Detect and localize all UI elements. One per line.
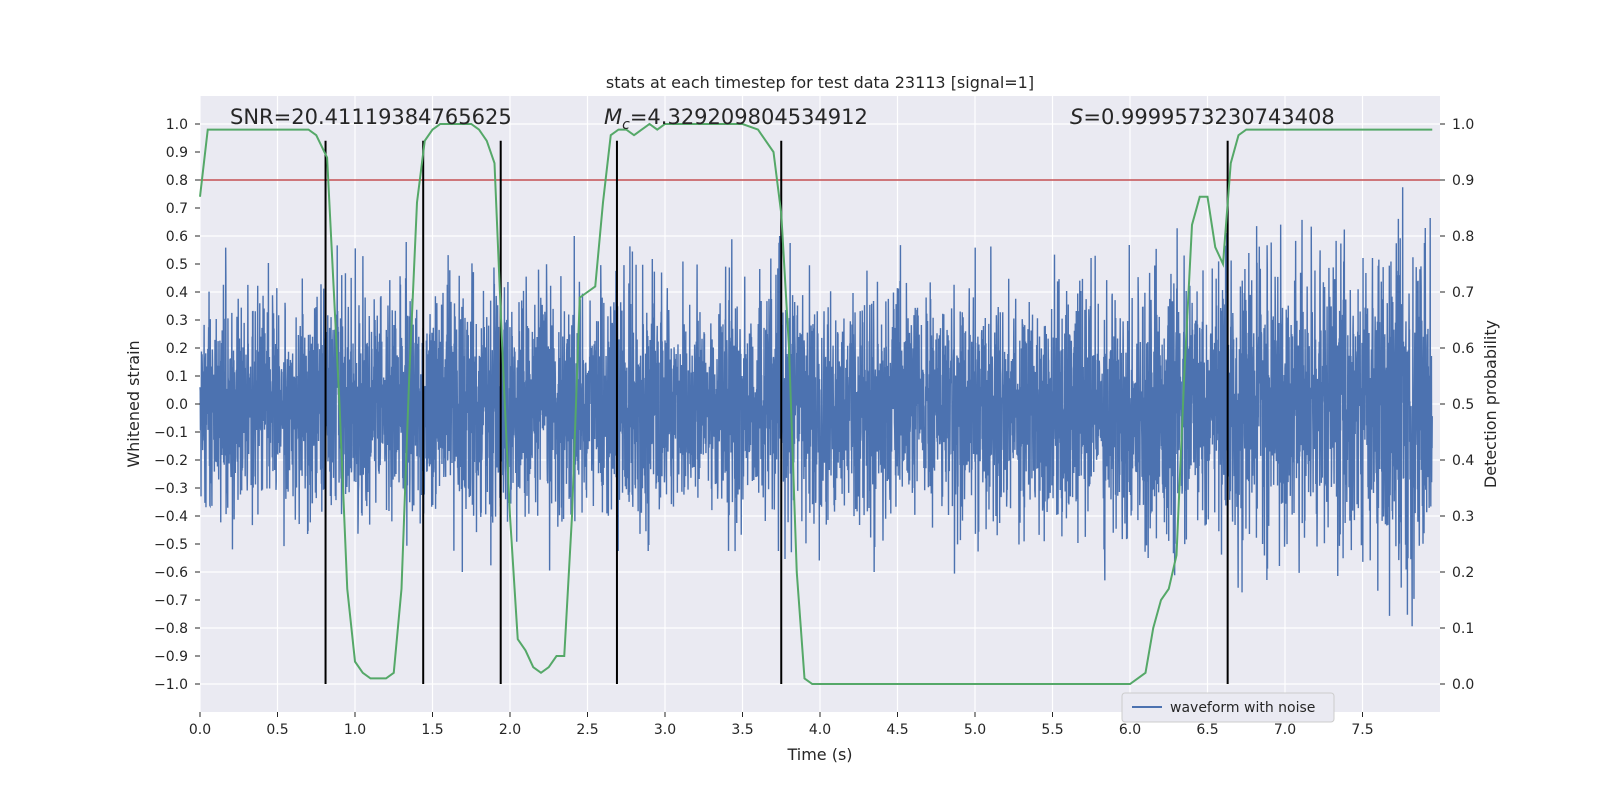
y-tick-label: 0.7 (166, 201, 188, 217)
y2-tick-label: 0.5 (1452, 397, 1474, 413)
y-tick-label: −1.0 (154, 677, 188, 693)
y-axis-label: Whitened strain (124, 340, 143, 467)
x-tick-label: 0.0 (189, 722, 211, 738)
y-tick-label: 0.4 (166, 285, 188, 301)
y-tick-label: −0.3 (154, 481, 188, 497)
detection-probability-series (199, 122, 1433, 685)
x-tick-label: 1.5 (421, 722, 443, 738)
y-tick-label: −0.7 (154, 593, 188, 609)
x-tick-label: 7.5 (1351, 722, 1373, 738)
x-tick-label: 2.0 (499, 722, 521, 738)
y-tick-label: −0.4 (154, 509, 188, 525)
y-tick-label: −0.8 (154, 621, 188, 637)
x-axis-label: Time (s) (786, 745, 852, 764)
y2-tick-label: 0.9 (1452, 173, 1474, 189)
y2-tick-label: 0.7 (1452, 285, 1474, 301)
y-tick-label: 0.0 (166, 397, 188, 413)
y-tick-label: 0.8 (166, 173, 188, 189)
chirp-mass-annotation: Mc=4.329209804534912 (604, 105, 868, 133)
y-tick-label: 0.1 (166, 369, 188, 385)
y-tick-label: −0.2 (154, 453, 188, 469)
x-axis-ticks: 0.0 0.5 1.0 1.5 2.0 2.5 3.0 3.5 4.0 4.5 5.0 5.5 6.0 6… (189, 712, 1374, 738)
y-tick-label: 0.2 (166, 341, 188, 357)
chirp-mass-subscript: c (622, 117, 630, 133)
y-tick-label: −0.9 (154, 649, 188, 665)
y-tick-label: 0.5 (166, 257, 188, 273)
y2-tick-label: 0.6 (1452, 341, 1474, 357)
vertical-lines (324, 140, 1229, 684)
score-value: =0.9999573230743408 (1083, 105, 1334, 129)
x-tick-label: 5.5 (1041, 722, 1063, 738)
x-tick-label: 3.0 (654, 722, 676, 738)
legend-box (1121, 692, 1335, 723)
x-tick-label: 4.5 (886, 722, 908, 738)
y-tick-label: −0.5 (154, 537, 188, 553)
score-symbol: S (1070, 105, 1083, 129)
snr-annotation: SNR=20.41119384765625 (230, 105, 512, 129)
y2-tick-label: 0.0 (1452, 677, 1474, 693)
x-tick-label: 0.5 (266, 722, 288, 738)
chirp-mass-symbol: M (604, 105, 622, 129)
y2-tick-label: 0.2 (1452, 565, 1474, 581)
x-tick-label: 3.5 (731, 722, 753, 738)
x-tick-label: 6.5 (1196, 722, 1218, 738)
y-tick-label: −0.1 (154, 425, 188, 441)
chirp-mass-value: =4.329209804534912 (630, 105, 868, 129)
score-annotation: S=0.9999573230743408 (1070, 105, 1335, 129)
detection-probability-line (199, 122, 1433, 685)
chart-title: stats at each timestep for test data 231… (606, 73, 1034, 92)
legend: waveform with noise (1121, 692, 1335, 723)
x-tick-label: 2.5 (576, 722, 598, 738)
x-tick-label: 6.0 (1119, 722, 1141, 738)
y-tick-label: 1.0 (166, 117, 188, 133)
x-tick-label: 4.0 (809, 722, 831, 738)
y2-axis-label: Detection probability (1481, 320, 1500, 488)
y2-tick-label: 1.0 (1452, 117, 1474, 133)
y2-tick-label: 0.8 (1452, 229, 1474, 245)
y2-tick-label: 0.1 (1452, 621, 1474, 637)
y2-tick-label: 0.3 (1452, 509, 1474, 525)
y2-axis-ticks: 0.0 0.1 0.2 0.3 0.4 0.5 0.6 0.7 0.8 0.9 1.0 (1440, 117, 1474, 693)
y-tick-label: 0.6 (166, 229, 188, 245)
legend-label: waveform with noise (1170, 700, 1315, 716)
x-tick-label: 5.0 (964, 722, 986, 738)
y2-tick-label: 0.4 (1452, 453, 1474, 469)
y-tick-label: 0.9 (166, 145, 188, 161)
y-tick-label: 0.3 (166, 313, 188, 329)
x-tick-label: 7.0 (1274, 722, 1296, 738)
y-axis-ticks: −1.0 −0.9 −0.8 −0.7 −0.6 −0.5 −0.4 −0.3 −0.2 −0.1… (154, 117, 200, 693)
x-tick-label: 1.0 (344, 722, 366, 738)
y-tick-label: −0.6 (154, 565, 188, 581)
